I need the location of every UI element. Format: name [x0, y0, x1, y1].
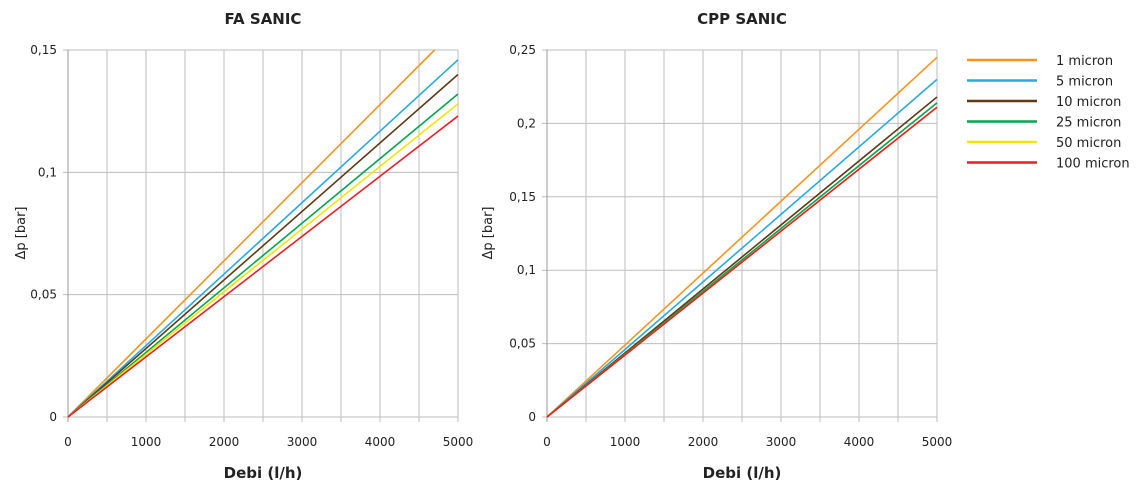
y-tick-label: 0,15: [30, 43, 57, 57]
x-tick-label: 0: [64, 435, 72, 449]
x-tick-label: 5000: [922, 435, 953, 449]
legend-label: 10 micron: [1056, 95, 1121, 110]
x-tick-label: 2000: [209, 435, 240, 449]
y-tick-label: 0,1: [517, 263, 536, 277]
chart-title: CPP SANIC: [697, 10, 787, 28]
legend-label: 5 micron: [1056, 75, 1113, 90]
x-tick-label: 1000: [131, 435, 162, 449]
x-tick-label: 0: [543, 435, 551, 449]
gridlines: [63, 49, 459, 422]
x-tick-label: 3000: [287, 435, 318, 449]
x-tick-label: 1000: [610, 435, 641, 449]
y-tick-label: 0,05: [509, 337, 536, 351]
chart-fa-sanic: FA SANIC 0 1000 2000 3000 4000 5000 00,050,10…: [14, 10, 473, 482]
series-line: [67, 49, 436, 418]
y-tick-label: 0,15: [509, 190, 536, 204]
x-tick-labels: 0 1000 2000 3000 4000 5000: [543, 435, 952, 449]
x-tick-label: 5000: [443, 435, 474, 449]
x-tick-label: 4000: [844, 435, 875, 449]
chart-cpp-sanic: CPP SANIC 0 1000 2000 3000 4000 5000 0 0,05 0,1…: [481, 10, 952, 482]
series-line: [67, 59, 459, 418]
legend-label: 25 micron: [1056, 116, 1121, 131]
x-axis-label: Debi (l/h): [224, 464, 303, 482]
series-line: [67, 93, 459, 418]
legend: 1 micron 5 micron 10 micron 25 micron 50 mic…: [967, 54, 1130, 172]
series-line: [546, 78, 938, 418]
series-lines: [67, 49, 459, 418]
y-tick-labels: 0 0,05 0,1 0,15: [30, 43, 57, 424]
series-line: [546, 56, 938, 418]
x-axis-label: Debi (l/h): [703, 464, 782, 482]
y-axis-label: Δp [bar]: [14, 207, 29, 260]
y-tick-labels: 0 0,05 0,1 0,15 0,2 0,25: [509, 43, 536, 424]
legend-label: 1 micron: [1056, 54, 1113, 69]
x-tick-label: 3000: [766, 435, 797, 449]
chart-title: FA SANIC: [225, 10, 302, 28]
legend-label: 50 micron: [1056, 136, 1121, 151]
x-tick-labels: 0 1000 2000 3000 4000 5000: [64, 435, 473, 449]
y-tick-label: 0,1: [38, 165, 57, 179]
legend-label: 100 micron: [1056, 157, 1130, 172]
y-tick-label: 0,2: [517, 116, 536, 130]
y-tick-label: 0,05: [30, 288, 57, 302]
series-line: [546, 106, 938, 418]
x-tick-label: 2000: [688, 435, 719, 449]
gridlines: [542, 49, 938, 422]
x-tick-label: 4000: [365, 435, 396, 449]
series-line: [67, 73, 459, 418]
y-axis-label: Δp [bar]: [481, 207, 496, 260]
y-tick-label: 0,25: [509, 43, 536, 57]
series-lines: [546, 56, 938, 418]
y-tick-label: 0: [528, 410, 536, 424]
series-line: [67, 115, 459, 418]
series-line: [67, 103, 459, 418]
y-tick-label: 0: [49, 410, 57, 424]
